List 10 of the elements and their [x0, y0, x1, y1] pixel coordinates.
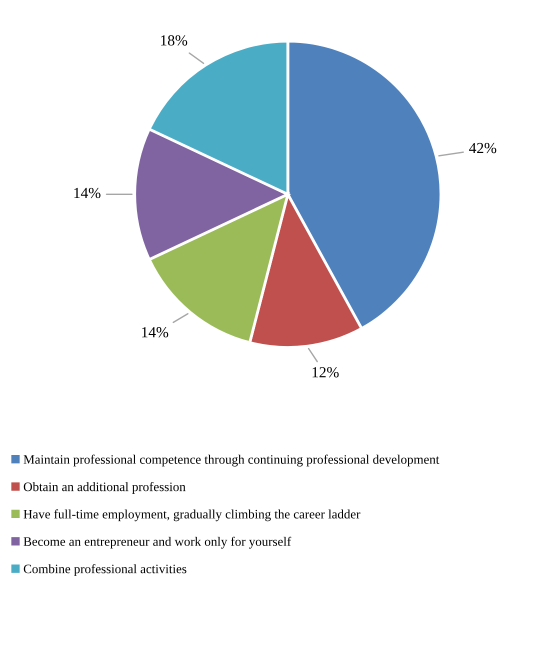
data-label: 18% — [161, 35, 188, 46]
legend-label: Maintain professional competence through continuing professional development — [24, 454, 440, 466]
data-label: 14% — [142, 327, 168, 338]
data-label: 14% — [74, 188, 100, 198]
data-label: 42% — [469, 142, 496, 154]
data-label: 12% — [312, 367, 339, 378]
legend-label: Combine professional activities — [24, 564, 186, 576]
legend-label: Have full-time employment, gradually climbing the career ladder — [24, 509, 360, 522]
legend-label: Obtain an additional profession — [24, 482, 186, 494]
legend-label: Become an entrepreneur and work only for yourself — [24, 536, 292, 549]
